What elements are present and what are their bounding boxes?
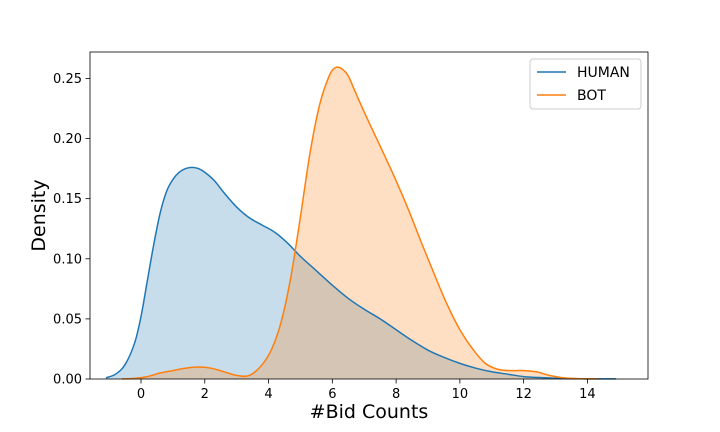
y-tick-label: 0.15 <box>53 192 82 207</box>
legend-bot-label: BOT <box>577 88 606 104</box>
x-tick-label: 8 <box>392 387 400 402</box>
x-tick-label: 12 <box>515 387 532 402</box>
bot-density-area <box>121 67 597 379</box>
plot-frame <box>89 51 649 380</box>
density-fills <box>105 67 617 379</box>
bot-density-line <box>121 66 597 380</box>
y-tick-label: 0.25 <box>53 72 82 87</box>
y-axis-ticks: 0.00 0.05 0.10 0.15 0.20 0.25 <box>53 72 90 388</box>
y-axis-label: Density <box>28 179 50 251</box>
x-axis-ticks: 0 2 4 6 8 10 12 14 <box>137 379 596 402</box>
x-tick-label: 4 <box>264 387 272 402</box>
y-tick-label: 0.00 <box>53 373 82 388</box>
density-lines <box>105 66 617 380</box>
x-tick-label: 10 <box>452 387 469 402</box>
x-tick-label: 2 <box>201 387 209 402</box>
x-axis-label: #Bid Counts <box>310 401 429 423</box>
y-tick-label: 0.20 <box>53 132 82 147</box>
x-tick-label: 0 <box>137 387 145 402</box>
y-tick-label: 0.05 <box>53 312 82 327</box>
legend: HUMAN BOT <box>529 58 642 110</box>
x-tick-label: 6 <box>328 387 336 402</box>
y-tick-label: 0.10 <box>53 252 82 267</box>
human-density-line <box>105 166 617 380</box>
x-tick-label: 14 <box>579 387 596 402</box>
legend-human-label: HUMAN <box>577 65 630 81</box>
human-density-area <box>105 167 617 379</box>
